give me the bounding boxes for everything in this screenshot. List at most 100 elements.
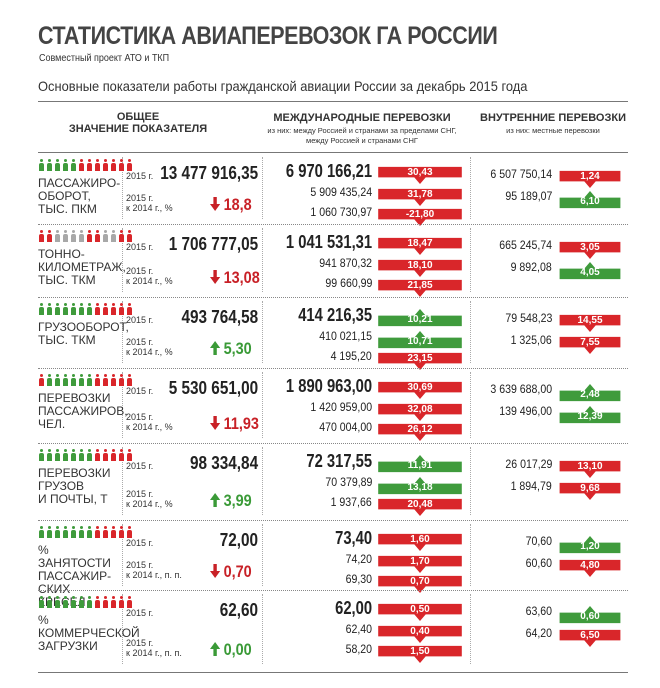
badge-value: 7,55: [580, 337, 600, 348]
international-value: 70 379,89: [325, 475, 372, 489]
column-divider: [470, 447, 471, 515]
badge-value: 6,10: [580, 196, 600, 207]
comparison-label: 2015 г. к 2014 г., %: [126, 412, 173, 432]
total-value: 13 477 916,35: [160, 163, 258, 183]
change-arrow-badge: 13,18: [372, 477, 468, 495]
person-icon: [46, 596, 53, 608]
change-arrow-badge: 14,55: [554, 313, 626, 332]
row-separator: [38, 590, 628, 591]
badge-value: 18,47: [407, 238, 433, 249]
header-bottom-rule: [38, 152, 628, 153]
domestic-value: 139 496,00: [499, 404, 552, 418]
person-icon: [46, 303, 53, 315]
row-separator: [38, 297, 628, 298]
change-number: 0,00: [223, 640, 252, 659]
person-icon: [118, 159, 125, 171]
person-icon: [126, 596, 133, 608]
person-icon: [70, 374, 77, 386]
person-icon: [54, 303, 61, 315]
badge-value: 0,60: [580, 611, 600, 622]
year-label: 2015 г.: [126, 242, 154, 252]
badge-value: 18,10: [407, 260, 433, 271]
international-value: 1 041 531,31: [285, 232, 372, 252]
change-arrow-badge: 0,40: [372, 624, 468, 643]
people-icons: [38, 303, 133, 315]
column-subheader-international: из них: между Россией и странами за пред…: [267, 126, 457, 145]
international-value: 6 970 166,21: [285, 161, 372, 181]
person-icon: [78, 159, 85, 171]
column-divider: [122, 524, 123, 586]
change-arrow-badge: 31,78: [372, 187, 468, 206]
column-divider: [122, 372, 123, 438]
person-icon: [70, 159, 77, 171]
indicator-label: ТОННО- КИЛОМЕТРАЖ, ТЫС. ТКМ: [38, 247, 126, 287]
person-icon: [62, 449, 69, 461]
person-icon: [70, 230, 77, 242]
international-value: 74,20: [345, 552, 372, 566]
person-icon: [78, 526, 85, 538]
comparison-label: 2015 г. к 2014 г., %: [126, 489, 173, 509]
person-icon: [70, 449, 77, 461]
badge-value: 10,71: [407, 336, 433, 347]
person-icon: [54, 596, 61, 608]
domestic-value: 9 892,08: [510, 260, 552, 274]
arrow-down-icon: [210, 270, 221, 284]
domestic-value: 64,20: [525, 626, 552, 640]
change-arrow-badge: 2,48: [554, 384, 626, 402]
column-divider: [122, 447, 123, 515]
person-icon: [110, 526, 117, 538]
person-icon: [110, 230, 117, 242]
change-arrow-badge: 1,24: [554, 169, 626, 188]
arrow-up-icon: [210, 642, 221, 656]
year-label: 2015 г.: [126, 171, 154, 181]
row-separator: [38, 224, 628, 225]
badge-value: 4,80: [580, 560, 600, 571]
person-icon: [62, 526, 69, 538]
year-label: 2015 г.: [126, 608, 154, 618]
change-number: 13,08: [223, 268, 260, 287]
column-divider: [470, 594, 471, 664]
badge-value: 1,24: [580, 171, 600, 182]
people-icons: [38, 596, 133, 608]
column-divider: [122, 228, 123, 292]
person-icon: [38, 449, 45, 461]
badge-value: 20,48: [407, 499, 433, 510]
person-icon: [46, 230, 53, 242]
person-icon: [62, 230, 69, 242]
comparison-label: 2015 г. к 2014 г., п. п.: [126, 560, 182, 580]
domestic-value: 6 507 750,14: [490, 167, 552, 181]
person-icon: [94, 449, 101, 461]
domestic-value: 1 325,06: [510, 333, 552, 347]
column-divider: [262, 524, 263, 586]
row-separator: [38, 368, 628, 369]
person-icon: [94, 303, 101, 315]
person-icon: [118, 230, 125, 242]
badge-value: 2,48: [580, 389, 600, 400]
change-arrow-badge: 0,50: [372, 602, 468, 621]
person-icon: [126, 374, 133, 386]
change-number: 5,30: [223, 339, 252, 358]
person-icon: [54, 374, 61, 386]
arrow-up-icon: [210, 341, 221, 355]
indicator-label: ПЕРЕВОЗКИ ГРУЗОВ И ПОЧТЫ, Т: [38, 466, 111, 506]
badge-value: 6,50: [580, 630, 600, 641]
badge-value: 12,39: [577, 411, 603, 422]
total-value: 5 530 651,00: [168, 378, 258, 398]
person-icon: [126, 230, 133, 242]
person-icon: [126, 303, 133, 315]
badge-value: 1,20: [580, 541, 600, 552]
year-label: 2015 г.: [126, 461, 154, 471]
person-icon: [102, 374, 109, 386]
international-value: 58,20: [345, 642, 372, 656]
badge-value: 1,50: [410, 646, 430, 657]
change-arrow-badge: 6,10: [554, 191, 626, 209]
change-arrow-badge: 10,21: [372, 309, 468, 327]
domestic-value: 60,60: [525, 556, 552, 570]
person-icon: [110, 374, 117, 386]
international-value: 414 216,35: [298, 305, 372, 325]
person-icon: [102, 596, 109, 608]
change-arrow-badge: 18,47: [372, 236, 468, 255]
change-arrow-badge: 1,20: [554, 536, 626, 554]
table-bottom-rule: [38, 672, 628, 673]
change-arrow-badge: 30,69: [372, 380, 468, 399]
